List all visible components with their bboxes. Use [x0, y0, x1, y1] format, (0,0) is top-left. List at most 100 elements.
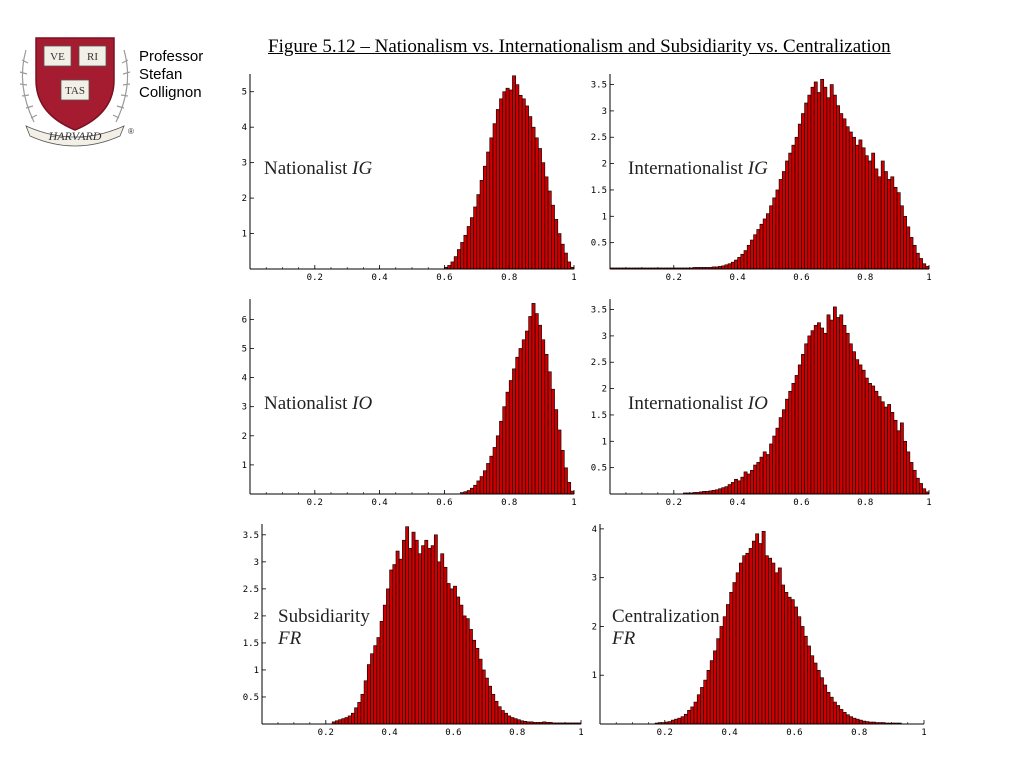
- histogram-bar: [826, 314, 831, 495]
- histogram-bar: [366, 664, 371, 725]
- histogram-bar: [693, 701, 698, 725]
- histogram-bar: [820, 327, 825, 495]
- histogram-bar: [341, 718, 346, 725]
- histogram-bar: [567, 482, 572, 495]
- histogram-bar: [797, 616, 802, 725]
- histogram-bar: [778, 179, 783, 270]
- histogram-bar: [680, 716, 685, 725]
- histogram-bar: [839, 113, 844, 270]
- histogram-bar: [440, 553, 445, 725]
- histogram-bar: [871, 152, 876, 270]
- histogram-bar: [807, 335, 812, 495]
- histogram-bar: [732, 582, 737, 725]
- histogram-bar: [360, 693, 365, 725]
- y-tick-label: 5: [242, 88, 247, 98]
- histogram-bar: [912, 244, 917, 270]
- histogram-bar: [813, 81, 818, 270]
- histogram-bar: [475, 648, 480, 725]
- y-tick-label: 2: [592, 622, 597, 632]
- histogram-bar: [849, 716, 854, 725]
- histogram-bar: [382, 604, 387, 725]
- histogram-bar: [810, 330, 815, 495]
- histogram-bar: [737, 480, 742, 495]
- y-tick-label: 3: [254, 558, 259, 568]
- x-tick-label: 0.6: [445, 728, 461, 738]
- histogram-bar: [775, 427, 780, 495]
- histogram-bar: [414, 539, 419, 725]
- histogram-bar: [469, 629, 473, 725]
- histogram-bar: [922, 488, 927, 495]
- histogram-bar: [912, 469, 917, 495]
- histogram-bar: [437, 561, 441, 725]
- series-label: Centralization FR: [612, 606, 720, 649]
- histogram-bar: [839, 709, 844, 725]
- svg-text:RI: RI: [87, 51, 98, 63]
- histogram-bar: [820, 78, 825, 270]
- histogram-bar: [868, 383, 872, 495]
- histogram-bar: [785, 160, 789, 270]
- histogram-bar: [466, 490, 471, 495]
- y-tick-label: 2: [602, 385, 607, 395]
- histogram-bar: [803, 635, 808, 725]
- histogram-bar: [915, 477, 920, 495]
- y-tick-label: 3.5: [243, 531, 259, 541]
- y-tick-label: 3.5: [591, 81, 607, 91]
- histogram-bar: [544, 353, 549, 495]
- harvard-shield-logo: VE RI TAS HARVARD ®: [19, 37, 134, 147]
- histogram-bar: [711, 490, 716, 495]
- histogram-bar: [386, 588, 390, 725]
- histogram-bar: [719, 626, 724, 725]
- histogram-bar: [563, 467, 568, 495]
- histogram-bar: [521, 339, 526, 495]
- chart-svg: 0.2 0.4 0.6 0.8 1 1 2 3 4 5 6: [242, 299, 577, 508]
- histogram-bar: [864, 377, 869, 495]
- histogram-bar: [453, 585, 457, 725]
- histogram-bar: [820, 677, 824, 725]
- histogram-bar: [479, 180, 484, 270]
- histogram-bar: [852, 717, 857, 725]
- histogram-bar: [766, 454, 770, 495]
- chart-svg: 0.2 0.4 0.6 0.8 1 0.5 1 1.5 2 2.5 3 3.5: [243, 524, 584, 738]
- histogram-bar: [826, 691, 831, 725]
- x-tick-label: 0.6: [793, 498, 809, 508]
- y-tick-label: 1: [242, 461, 247, 471]
- histogram-bar: [510, 717, 515, 725]
- histogram-bar: [807, 645, 811, 725]
- histogram-bar: [427, 548, 432, 725]
- y-tick-label: 6: [242, 315, 247, 325]
- histogram-bar: [495, 109, 500, 270]
- y-tick-label: 3: [602, 107, 607, 117]
- author-line: Professor: [139, 48, 204, 65]
- histogram-bar: [781, 409, 786, 495]
- histogram-bar: [489, 137, 494, 270]
- y-tick-label: 1: [602, 437, 607, 447]
- histogram-bar: [729, 591, 734, 725]
- histogram-bar: [554, 409, 559, 495]
- histogram-bar: [781, 584, 785, 725]
- histogram-bar: [724, 486, 729, 495]
- histogram-bar: [794, 375, 799, 495]
- histogram-bar: [868, 160, 872, 270]
- histogram-bar: [842, 711, 847, 725]
- x-tick-label: 0.2: [318, 728, 334, 738]
- histogram-bar: [547, 190, 552, 270]
- histogram-bar: [357, 702, 362, 725]
- histogram-bar: [370, 653, 374, 725]
- histogram-bar: [787, 596, 792, 725]
- x-tick-label: 0.4: [371, 273, 387, 283]
- histogram-bar: [486, 151, 491, 270]
- histogram-bar: [456, 596, 461, 725]
- series-label: Nationalist IG: [264, 158, 373, 179]
- histogram-bar: [771, 562, 776, 725]
- x-tick-label: 1: [571, 273, 576, 283]
- histogram-bar: [518, 94, 523, 270]
- histogram-bar: [703, 679, 708, 725]
- histogram-bar: [746, 244, 751, 270]
- histogram-bar: [379, 620, 384, 725]
- histogram-bar: [745, 552, 750, 725]
- histogram-bar: [718, 488, 722, 495]
- histogram-bar: [518, 348, 523, 495]
- y-tick-label: 0.5: [591, 464, 607, 474]
- histogram-bar: [756, 229, 761, 270]
- histogram-bar: [392, 564, 397, 725]
